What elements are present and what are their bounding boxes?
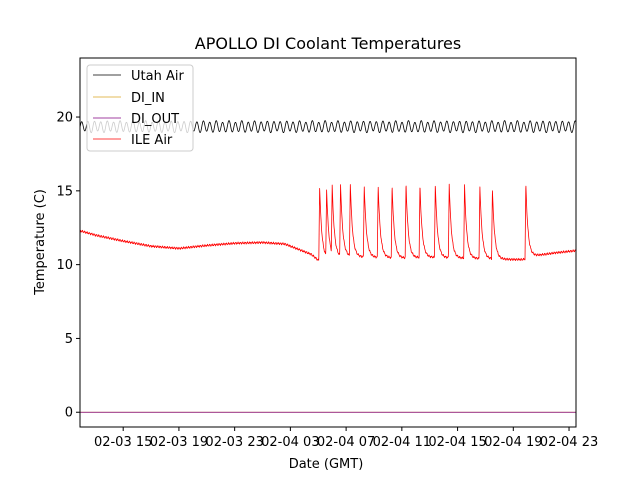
x-axis-label: Date (GMT) xyxy=(289,457,364,472)
x-tick-label: 02-04 11 xyxy=(373,435,431,450)
x-tick-label: 02-04 03 xyxy=(261,435,319,450)
legend-box xyxy=(86,64,194,152)
x-tick-label: 02-04 19 xyxy=(484,435,542,450)
series-line-ile-air xyxy=(79,183,577,262)
y-axis-label: Temperature (C) xyxy=(33,189,48,296)
y-tick-label: 10 xyxy=(56,258,73,273)
y-axis: 0 5 10 15 20 xyxy=(56,111,80,421)
legend-label-utah-air: Utah Air xyxy=(131,69,184,84)
legend-label-di-in: DI_IN xyxy=(131,91,165,106)
x-tick-label: 02-03 23 xyxy=(205,435,263,450)
axes-frame xyxy=(79,57,577,428)
x-tick-label: 02-04 23 xyxy=(540,435,598,450)
legend-label-di-out: DI_OUT xyxy=(131,112,179,127)
y-tick-label: 15 xyxy=(56,184,73,199)
y-tick-label: 0 xyxy=(65,406,73,421)
x-tick-label: 02-03 15 xyxy=(94,435,152,450)
y-tick-label: 5 xyxy=(65,332,73,347)
x-tick-label: 02-04 15 xyxy=(428,435,486,450)
y-tick-label: 20 xyxy=(56,111,73,126)
x-tick-label: 02-03 19 xyxy=(150,435,208,450)
legend-label-ile-air: ILE Air xyxy=(131,133,173,148)
legend: Utah Air DI_IN DI_OUT ILE Air xyxy=(86,64,194,152)
x-tick-label: 02-04 07 xyxy=(317,435,375,450)
chart-title: APOLLO DI Coolant Temperatures xyxy=(195,34,461,53)
